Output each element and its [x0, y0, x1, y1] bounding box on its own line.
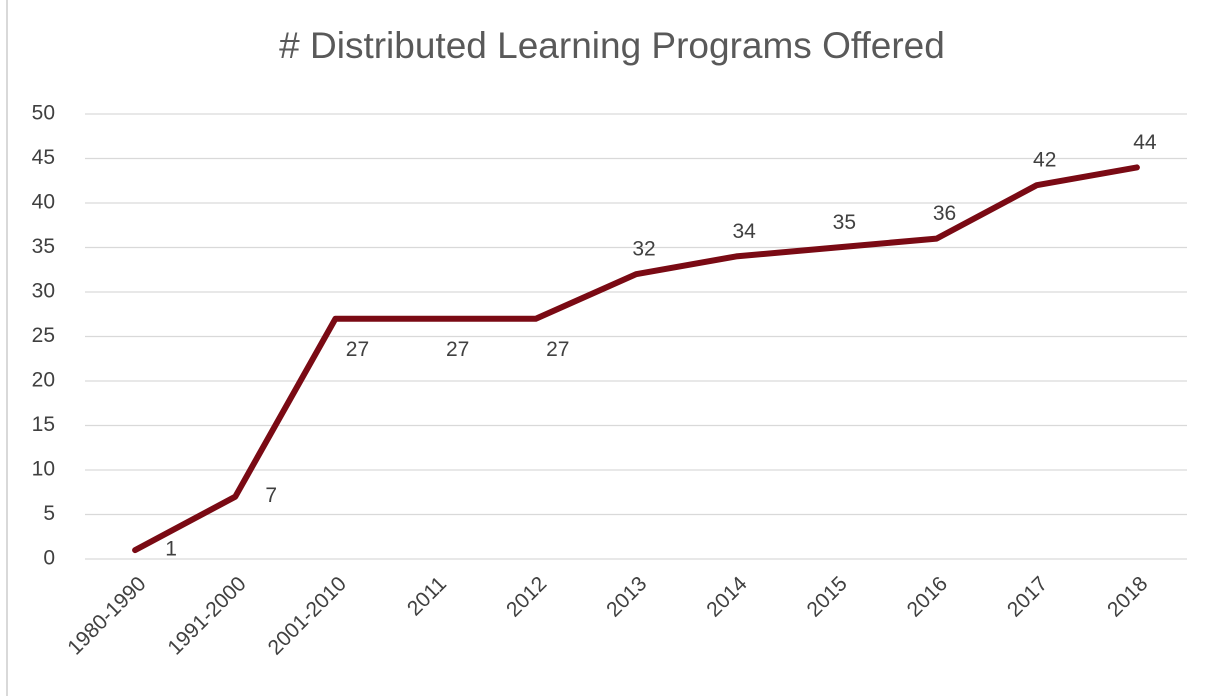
y-tick-label: 25 [32, 324, 55, 347]
x-tick-label: 2016 [903, 572, 952, 621]
x-tick-label: 2013 [602, 572, 651, 621]
x-tick-label: 2017 [1003, 572, 1052, 621]
y-tick-label: 0 [43, 547, 55, 570]
y-tick-label: 35 [32, 235, 55, 258]
x-tick-label: 1991-2000 [163, 572, 250, 659]
y-tick-label: 20 [32, 369, 55, 392]
x-tick-label: 2018 [1103, 572, 1152, 621]
y-tick-label: 15 [32, 413, 55, 436]
x-tick-label: 2011 [403, 572, 451, 620]
data-label: 27 [446, 338, 469, 361]
data-label: 36 [933, 202, 956, 225]
y-tick-label: 30 [32, 280, 55, 303]
data-label: 27 [546, 338, 569, 361]
data-label: 44 [1133, 131, 1157, 154]
data-label: 27 [346, 338, 369, 361]
y-tick-label: 50 [32, 102, 55, 125]
data-label: 1 [165, 538, 177, 561]
data-label: 35 [833, 211, 856, 234]
y-tick-label: 40 [32, 191, 55, 214]
data-label: 7 [265, 484, 277, 507]
data-line [132, 164, 1140, 554]
chart-title: # Distributed Learning Programs Offered [279, 25, 945, 66]
x-tick-label: 1980-1990 [63, 572, 150, 659]
y-tick-label: 10 [32, 458, 55, 481]
x-tick-label: 2014 [702, 572, 752, 622]
y-tick-label: 45 [32, 146, 55, 169]
y-tick-label: 5 [43, 502, 55, 525]
data-label: 42 [1033, 149, 1056, 172]
data-label: 34 [733, 220, 757, 243]
x-tick-label: 2015 [803, 572, 852, 621]
x-tick-label: 2012 [502, 572, 551, 621]
data-label: 32 [632, 238, 655, 261]
x-tick-label: 2001-2010 [264, 572, 351, 659]
